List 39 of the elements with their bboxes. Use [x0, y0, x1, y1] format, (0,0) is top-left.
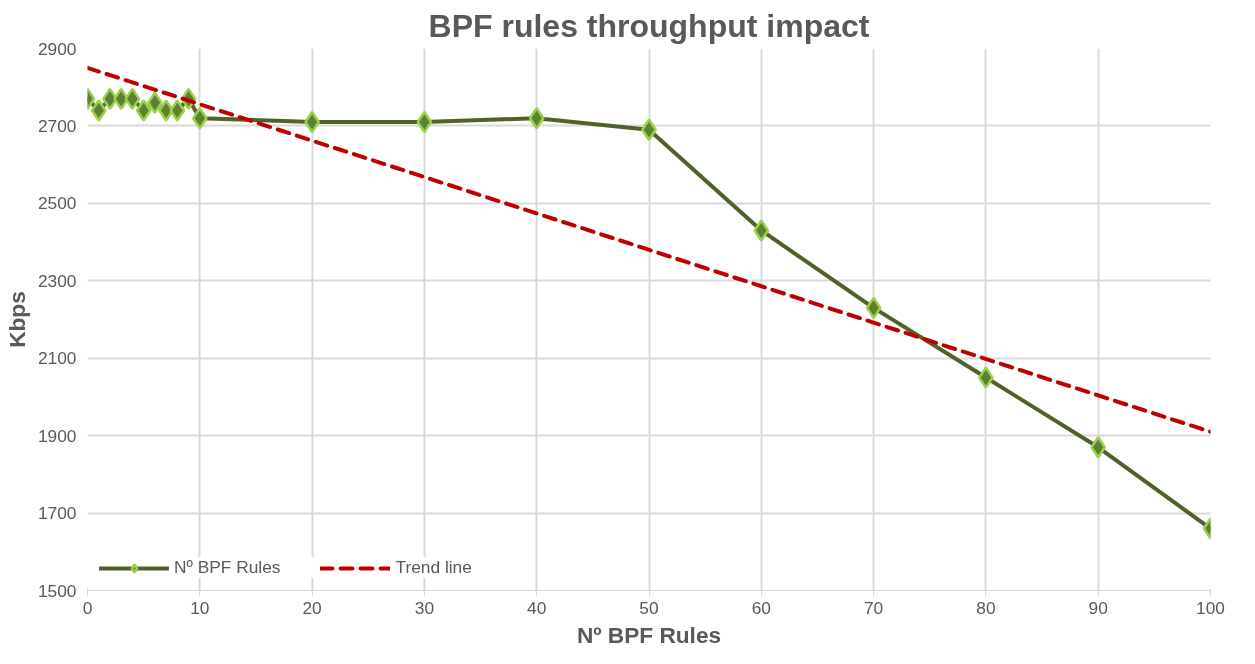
y-tick-label: 2900 [37, 38, 77, 59]
point [90, 99, 107, 122]
point [977, 366, 994, 389]
y-axis-title: Kbps [3, 291, 30, 348]
x-tick-label: 20 [302, 597, 322, 618]
x-tick-label: 90 [1088, 597, 1108, 618]
y-tick-label: 1700 [37, 503, 77, 524]
y-tick-label: 2100 [37, 348, 77, 369]
y-tick-label: 2700 [37, 115, 77, 136]
point [113, 87, 130, 111]
point [304, 110, 321, 134]
y-tick-label: 2500 [37, 193, 77, 214]
point [124, 87, 141, 111]
point [191, 106, 208, 130]
legend-label: Trend line [395, 557, 472, 578]
x-tick-label: 80 [976, 597, 996, 618]
x-tick-label: 10 [190, 597, 210, 618]
legend-label: Nº BPF Rules [174, 557, 281, 578]
y-tick-label: 2300 [37, 270, 77, 291]
point [169, 99, 186, 122]
x-tick-label: 0 [82, 597, 93, 618]
x-tick-label: 100 [1196, 597, 1225, 618]
point [753, 219, 770, 242]
point [416, 110, 433, 134]
point [865, 296, 882, 320]
point [135, 99, 152, 122]
x-tick-label: 60 [751, 597, 771, 618]
y-tick-label: 1900 [37, 425, 77, 446]
x-axis-title: Nº BPF Rules [576, 621, 722, 648]
x-tick-label: 40 [527, 597, 547, 618]
y-tick-label: 1500 [37, 580, 77, 601]
x-tick-label: 50 [639, 597, 659, 618]
chart-title: BPF rules throughput impact [428, 7, 870, 44]
x-tick-label: 70 [863, 597, 884, 618]
x-tick-label: 30 [414, 597, 435, 618]
point [146, 91, 163, 114]
point [528, 106, 545, 130]
point [1090, 436, 1107, 459]
point [158, 99, 175, 122]
